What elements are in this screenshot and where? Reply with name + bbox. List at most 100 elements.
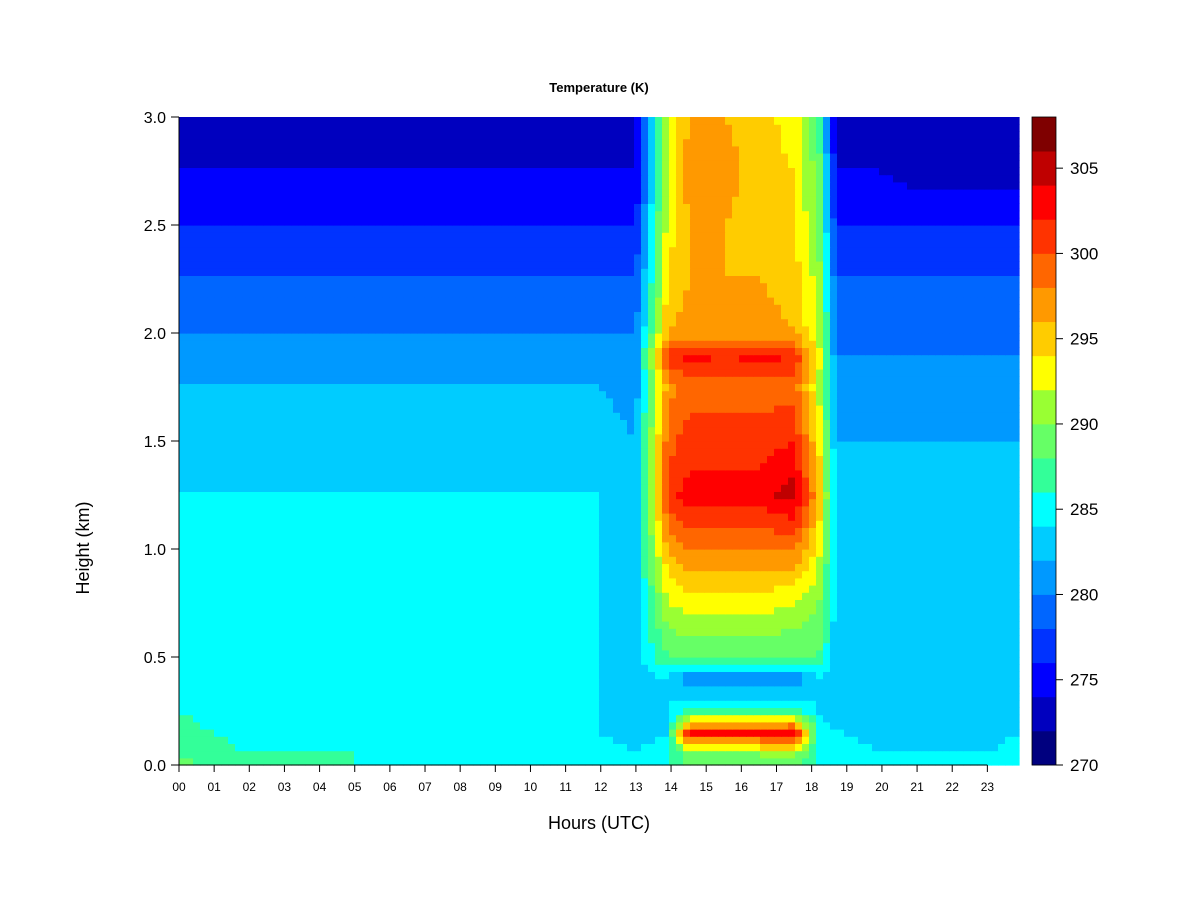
heatmap-cell: [312, 700, 320, 708]
heatmap-cell: [690, 664, 698, 672]
heatmap-cell: [767, 549, 775, 557]
heatmap-cell: [466, 729, 474, 737]
heatmap-cell: [445, 534, 453, 543]
heatmap-cell: [634, 664, 642, 672]
heatmap-cell: [956, 570, 964, 579]
heatmap-cell: [788, 498, 796, 507]
heatmap-cell: [900, 491, 908, 500]
heatmap-cell: [550, 685, 558, 694]
heatmap-cell: [368, 520, 376, 528]
heatmap-cell: [816, 513, 824, 521]
heatmap-cell: [291, 693, 299, 701]
heatmap-cell: [872, 628, 880, 636]
heatmap-cell: [389, 534, 397, 543]
heatmap-cell: [998, 750, 1006, 759]
heatmap-cell: [291, 678, 299, 687]
heatmap-cell: [641, 491, 649, 500]
heatmap-cell: [410, 505, 418, 514]
heatmap-cell: [634, 693, 642, 701]
heatmap-cell: [662, 750, 670, 759]
heatmap-cell: [669, 657, 677, 665]
heatmap-cell: [312, 613, 320, 622]
heatmap-cell: [186, 736, 194, 744]
heatmap-cell: [823, 541, 831, 550]
heatmap-cell: [305, 700, 313, 708]
heatmap-cell: [445, 707, 453, 716]
heatmap-cell: [193, 664, 201, 672]
heatmap-cell: [690, 469, 698, 478]
heatmap-cell: [718, 577, 726, 586]
heatmap-cell: [459, 700, 467, 708]
heatmap-cell: [221, 621, 229, 629]
heatmap-cell: [564, 750, 572, 759]
heatmap-cell: [648, 664, 656, 672]
heatmap-cell: [459, 527, 467, 536]
heatmap-cell: [928, 628, 936, 636]
heatmap-cell: [928, 534, 936, 543]
heatmap-cell: [312, 628, 320, 636]
heatmap-cell: [242, 757, 250, 766]
heatmap-cell: [627, 642, 635, 651]
heatmap-cell: [949, 534, 957, 543]
heatmap-cell: [641, 700, 649, 708]
heatmap-cell: [739, 606, 747, 615]
heatmap-cell: [522, 577, 530, 586]
heatmap-cell: [984, 693, 992, 701]
heatmap-cell: [375, 520, 383, 528]
heatmap-cell: [368, 736, 376, 744]
heatmap-cell: [319, 671, 327, 680]
heatmap-cell: [515, 757, 523, 766]
heatmap-cell: [207, 678, 215, 687]
heatmap-cell: [186, 549, 194, 557]
heatmap-cell: [935, 577, 943, 586]
heatmap-cell: [424, 700, 432, 708]
heatmap-cell: [368, 685, 376, 694]
heatmap-cell: [592, 642, 600, 651]
heatmap-cell: [998, 541, 1006, 550]
heatmap-cell: [459, 549, 467, 557]
heatmap-cell: [396, 505, 404, 514]
heatmap-cell: [585, 520, 593, 528]
heatmap-cell: [543, 750, 551, 759]
heatmap-cell: [354, 685, 362, 694]
heatmap-cell: [942, 700, 950, 708]
heatmap-cell: [928, 729, 936, 737]
heatmap-cell: [480, 628, 488, 636]
heatmap-cell: [781, 693, 789, 701]
heatmap-cell: [515, 534, 523, 543]
heatmap-cell: [935, 621, 943, 629]
heatmap-cell: [830, 477, 838, 485]
heatmap-cell: [690, 678, 698, 687]
heatmap-cell: [998, 577, 1006, 586]
heatmap-cell: [256, 678, 264, 687]
heatmap-cell: [466, 664, 474, 672]
heatmap-cell: [270, 563, 278, 572]
heatmap-cell: [949, 592, 957, 600]
heatmap-cell: [760, 541, 768, 550]
heatmap-cell: [452, 707, 460, 716]
heatmap-cell: [312, 757, 320, 766]
heatmap-cell: [613, 505, 621, 514]
heatmap-cell: [823, 700, 831, 708]
heatmap-cell: [249, 736, 257, 744]
heatmap-cell: [571, 570, 579, 579]
heatmap-cell: [613, 721, 621, 730]
heatmap-cell: [599, 563, 607, 572]
heatmap-cell: [424, 729, 432, 737]
heatmap-cell: [795, 556, 803, 564]
heatmap-cell: [809, 628, 817, 636]
heatmap-cell: [410, 570, 418, 579]
heatmap-cell: [270, 707, 278, 716]
heatmap-cell: [221, 469, 229, 478]
heatmap-cell: [865, 585, 873, 593]
heatmap-cell: [746, 570, 754, 579]
heatmap-cell: [774, 628, 782, 636]
heatmap-cell: [704, 757, 712, 766]
heatmap-cell: [809, 657, 817, 665]
heatmap-cell: [494, 657, 502, 665]
heatmap-cell: [473, 743, 481, 752]
heatmap-cell: [879, 721, 887, 730]
heatmap-cell: [452, 621, 460, 629]
heatmap-cell: [879, 549, 887, 557]
heatmap-cell: [326, 556, 334, 564]
